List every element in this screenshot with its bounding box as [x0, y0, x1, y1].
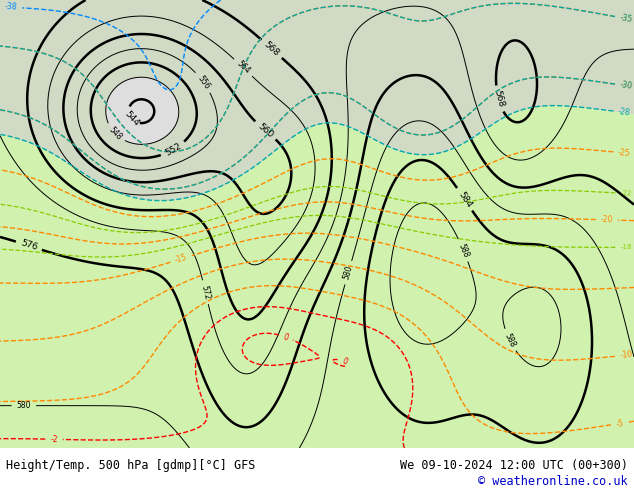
- Text: -22: -22: [620, 190, 632, 197]
- Text: Height/Temp. 500 hPa [gdmp][°C] GFS: Height/Temp. 500 hPa [gdmp][°C] GFS: [6, 459, 256, 471]
- Text: 584: 584: [456, 190, 473, 209]
- Text: 572: 572: [200, 284, 212, 300]
- Text: 580: 580: [16, 401, 31, 410]
- Text: 0: 0: [341, 356, 349, 367]
- Text: -10: -10: [619, 350, 633, 360]
- Text: -25: -25: [618, 148, 631, 158]
- Text: 588: 588: [456, 242, 470, 259]
- Text: -35: -35: [619, 13, 633, 24]
- Text: 580: 580: [342, 265, 354, 281]
- Text: -5: -5: [615, 418, 624, 428]
- Text: -30: -30: [619, 80, 633, 91]
- Text: 0: 0: [282, 332, 290, 342]
- Text: -30: -30: [619, 80, 633, 91]
- Text: -28: -28: [618, 107, 631, 118]
- Text: 568: 568: [492, 89, 505, 108]
- Text: -38: -38: [4, 2, 18, 12]
- Text: -20: -20: [600, 215, 613, 224]
- Text: 552: 552: [164, 142, 183, 158]
- Text: 568: 568: [262, 40, 281, 58]
- Text: 564: 564: [235, 59, 252, 76]
- Text: 588: 588: [503, 332, 517, 348]
- Text: -15: -15: [174, 253, 188, 265]
- Text: -35: -35: [619, 13, 633, 24]
- Text: -18: -18: [620, 245, 632, 250]
- Text: 560: 560: [256, 122, 275, 140]
- Text: 576: 576: [19, 239, 39, 253]
- Text: We 09-10-2024 12:00 UTC (00+300): We 09-10-2024 12:00 UTC (00+300): [399, 459, 628, 471]
- Text: 548: 548: [107, 125, 124, 142]
- Text: © weatheronline.co.uk: © weatheronline.co.uk: [478, 475, 628, 488]
- Text: -2: -2: [50, 435, 58, 444]
- Text: 544: 544: [123, 110, 141, 128]
- Text: 556: 556: [195, 74, 211, 91]
